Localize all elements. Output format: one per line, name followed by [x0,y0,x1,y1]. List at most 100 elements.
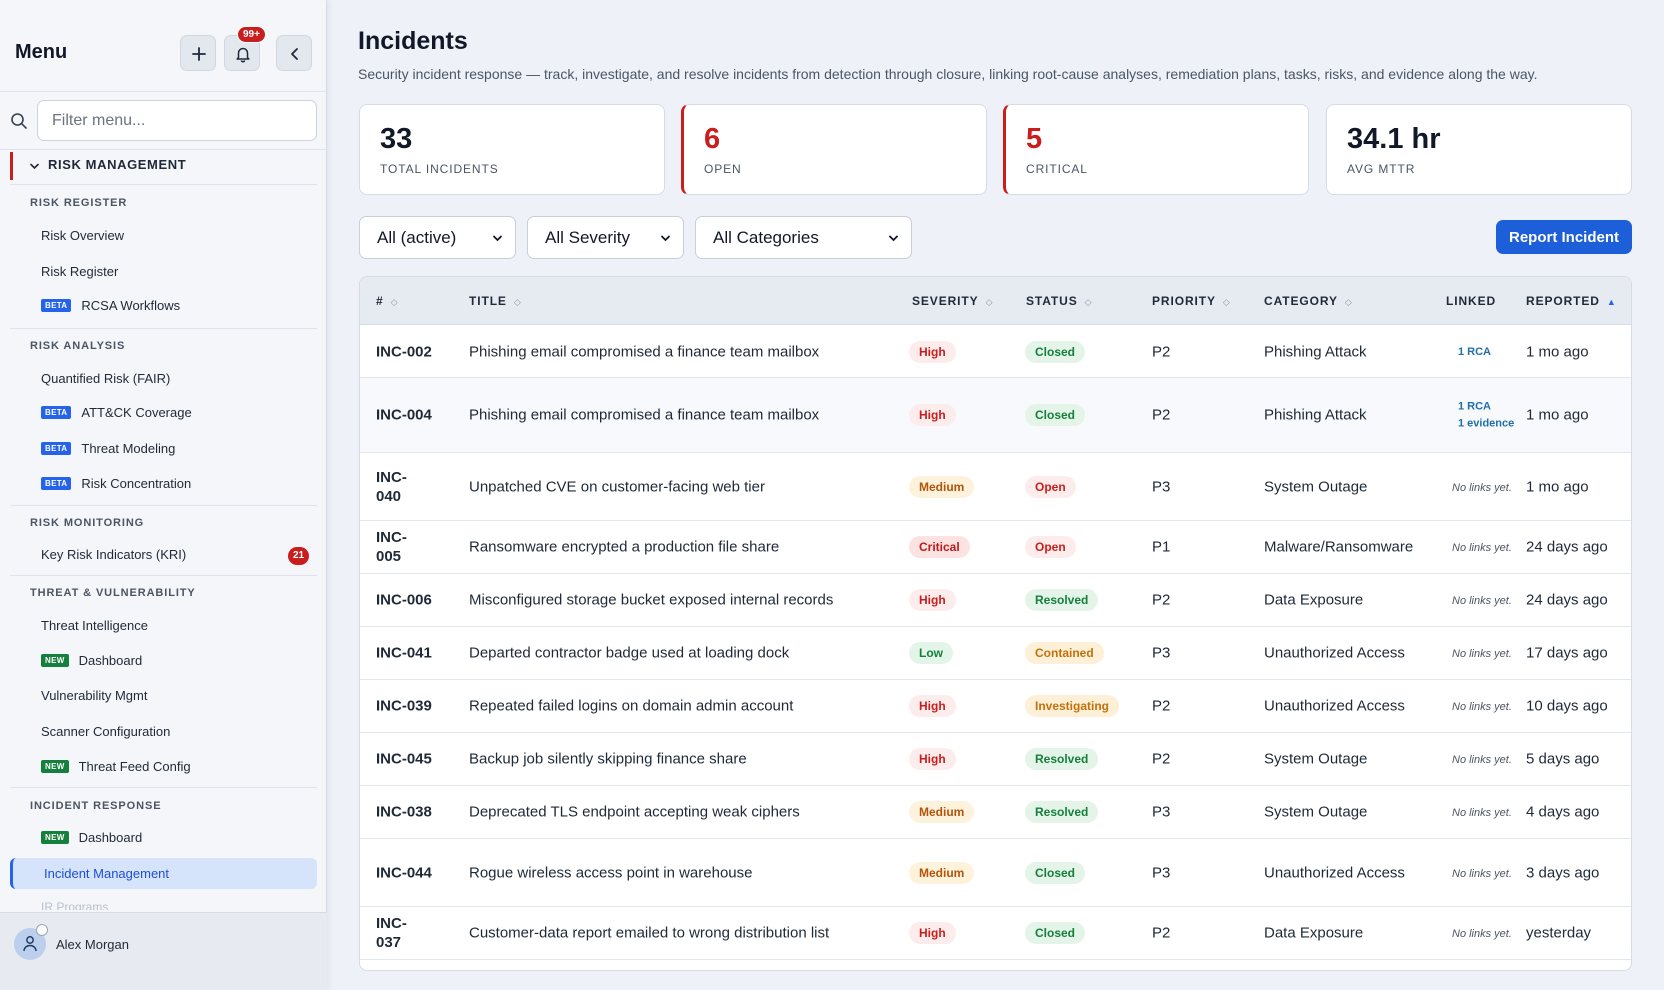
table-row[interactable]: INC-044 Rogue wireless access point in wa… [360,839,1631,907]
incident-id[interactable]: INC-037 [376,915,407,951]
sidebar-item-ir-dashboard[interactable]: NEW Dashboard [41,830,142,845]
group-incident-response: INCIDENT RESPONSE [30,800,162,812]
incident-title[interactable]: Repeated failed logins on domain admin a… [469,697,794,715]
category-filter-select[interactable]: All Categories [695,216,912,259]
linked-chip[interactable]: 1 RCA [1458,400,1492,413]
reported-time: 24 days ago [1526,538,1608,556]
column-title[interactable]: TITLE ◇ [469,294,521,308]
category: Malware/Ransomware [1264,538,1414,556]
linked-items: No links yet. [1452,591,1524,609]
menu-filter-input[interactable] [37,100,317,141]
incident-id[interactable]: INC-005 [376,529,407,565]
category: System Outage [1264,750,1368,768]
column-severity[interactable]: SEVERITY ◇ [912,294,993,308]
linked-chip[interactable]: 1 evidence [1458,417,1515,430]
table-row[interactable]: INC-041 Departed contractor badge used at… [360,627,1631,680]
incident-title[interactable]: Rogue wireless access point in warehouse [469,864,753,881]
sort-icon: ◇ [1344,297,1352,307]
gear-icon [36,924,48,936]
incident-id[interactable]: INC-004 [376,406,432,424]
section-risk-management[interactable]: RISK MANAGEMENT [10,152,310,180]
column-id[interactable]: # ◇ [376,294,398,308]
incident-title[interactable]: Departed contractor badge used at loadin… [469,644,790,662]
priority: P1 [1152,538,1171,556]
incident-id[interactable]: INC-006 [376,591,432,609]
severity-badge: High [909,922,956,944]
sidebar-item-incident-management[interactable]: Incident Management [10,858,317,889]
table-row[interactable]: INC-005 Ransomware encrypted a production… [360,521,1631,574]
reported-time: 17 days ago [1526,644,1608,662]
user-profile[interactable]: Alex Morgan [0,912,327,990]
incident-title[interactable]: Ransomware encrypted a production file s… [469,538,780,556]
stat-label: AVG MTTR [1347,162,1416,176]
sidebar-item-rcsa[interactable]: BETA RCSA Workflows [41,298,180,313]
linked-items: 1 RCA [1452,341,1524,363]
table-row[interactable]: INC-004 Phishing email compromised a fina… [360,378,1631,453]
incident-id[interactable]: INC-039 [376,697,432,715]
linked-items: No links yet. [1452,924,1524,942]
sidebar-item-kri[interactable]: Key Risk Indicators (KRI) [41,547,187,562]
incident-title[interactable]: Customer-data report emailed to wrong di… [469,924,830,942]
incident-id[interactable]: INC-044 [376,864,432,881]
linked-chip[interactable]: 1 RCA [1458,345,1492,358]
column-status[interactable]: STATUS ◇ [1026,294,1092,308]
priority: P2 [1152,924,1171,942]
sidebar-item-vulnerability-mgmt[interactable]: Vulnerability Mgmt [41,688,148,703]
incident-title[interactable]: Phishing email compromised a finance tea… [469,343,820,360]
new-tag: NEW [41,831,69,844]
sidebar-item-risk-register[interactable]: Risk Register [41,264,119,279]
sidebar-item-risk-concentration[interactable]: BETA Risk Concentration [41,476,191,491]
status-badge: Resolved [1025,589,1099,611]
table-row[interactable]: INC-006 Misconfigured storage bucket expo… [360,574,1631,627]
priority: P2 [1152,406,1171,424]
collapse-sidebar-button[interactable] [276,35,312,71]
sidebar-item-threat-feed-config[interactable]: NEW Threat Feed Config [41,759,191,774]
table-row[interactable]: INC-040 Unpatched CVE on customer-facing … [360,453,1631,521]
column-category[interactable]: CATEGORY ◇ [1264,294,1352,308]
incident-id[interactable]: INC-045 [376,750,432,768]
user-icon [23,936,37,952]
status-badge: Open [1025,536,1076,558]
incident-title[interactable]: Unpatched CVE on customer-facing web tie… [469,478,765,495]
incident-id[interactable]: INC-040 [376,468,407,505]
table-row[interactable]: INC-002 Phishing email compromised a fina… [360,326,1631,378]
sidebar-item-label: Risk Concentration [81,476,192,491]
table-row[interactable]: INC-038 Deprecated TLS endpoint accepting… [360,786,1631,839]
status-filter-value: All (active) [377,228,457,247]
sidebar-item-ir-programs[interactable]: IR Programs [41,900,109,910]
sidebar-item-fair[interactable]: Quantified Risk (FAIR) [41,371,171,386]
sidebar: Menu 99+ RISK MANAGEMENT RISK REGISTER R… [0,0,327,990]
incident-title[interactable]: Misconfigured storage bucket exposed int… [469,591,834,609]
reported-time: yesterday [1526,924,1592,942]
incident-id[interactable]: INC-038 [376,803,432,821]
no-links-text: No links yet. [1452,867,1512,880]
table-row[interactable]: INC-037 Customer-data report emailed to w… [360,907,1631,960]
incident-id[interactable]: INC-041 [376,644,432,662]
priority: P3 [1152,803,1171,821]
table-row[interactable]: INC-039 Repeated failed logins on domain … [360,680,1631,733]
table-row[interactable]: INC-045 Backup job silently skipping fina… [360,733,1631,786]
incidents-table: # ◇ TITLE ◇ SEVERITY ◇ STATUS ◇ PRIORITY ◇ CA… [359,276,1632,971]
sidebar-item-label: ATT&CK Coverage [81,405,192,420]
no-links-text: No links yet. [1452,595,1512,607]
status-filter-select[interactable]: All (active) [359,216,516,259]
incident-id[interactable]: INC-002 [376,343,432,360]
linked-items: No links yet. [1452,538,1524,556]
column-priority[interactable]: PRIORITY ◇ [1152,294,1230,308]
severity-filter-select[interactable]: All Severity [527,216,684,259]
sidebar-item-risk-overview[interactable]: Risk Overview [41,228,125,243]
chevron-down-icon [661,235,670,242]
incident-title[interactable]: Phishing email compromised a finance tea… [469,406,820,424]
sidebar-item-scanner-configuration[interactable]: Scanner Configuration [41,724,171,739]
report-incident-button[interactable]: Report Incident [1496,220,1632,254]
section-label: RISK MANAGEMENT [48,157,187,172]
sidebar-item-tv-dashboard[interactable]: NEW Dashboard [41,653,142,668]
reported-time: 5 days ago [1526,750,1600,768]
add-button[interactable] [180,35,216,71]
sidebar-item-threat-modeling[interactable]: BETA Threat Modeling [41,441,175,456]
incident-title[interactable]: Deprecated TLS endpoint accepting weak c… [469,803,800,821]
column-reported[interactable]: REPORTED ▲ [1526,294,1616,308]
sidebar-item-threat-intelligence[interactable]: Threat Intelligence [41,618,148,633]
incident-title[interactable]: Backup job silently skipping finance sha… [469,750,747,768]
sidebar-item-attack[interactable]: BETA ATT&CK Coverage [41,405,192,420]
